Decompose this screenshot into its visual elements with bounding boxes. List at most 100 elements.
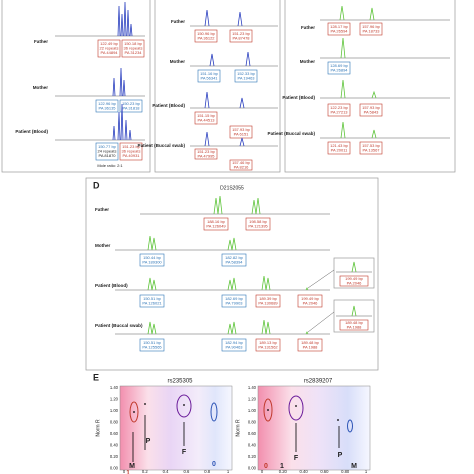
box-text: PA 189300 xyxy=(142,260,162,265)
box-text: PA 125565 xyxy=(142,345,162,350)
box-text: 128.17 bp xyxy=(330,24,349,29)
y-tick-label: 1.00 xyxy=(110,408,119,413)
box-text: 151.15 bp xyxy=(197,113,216,118)
box-text: PA 1988 xyxy=(303,345,319,350)
box-text: PA 58394 xyxy=(225,260,243,265)
y-tick-label: 1.00 xyxy=(248,408,257,413)
plot-title: rs235305 xyxy=(167,379,193,385)
marker: F xyxy=(294,455,299,462)
panel-frame xyxy=(1,0,151,173)
panel-d: D D21S2055 Father 188.16 bp PA 126049 19… xyxy=(85,177,379,371)
row-label: Patient (Buccal swab) xyxy=(268,131,316,136)
y-tick-label: 1.20 xyxy=(110,397,119,402)
box-text: 157.53 bp xyxy=(362,143,381,148)
box-text: 199.49 bp xyxy=(345,276,364,281)
box-text: PA 19463 xyxy=(237,76,255,81)
box-text: PA 131562 xyxy=(258,345,278,350)
box-text: PA 18733 xyxy=(362,29,380,34)
x-tick-label: 0 xyxy=(261,469,264,474)
box-text: PA 90463 xyxy=(225,345,243,350)
box-text: PA 126049 xyxy=(206,224,226,229)
box-text: 189.13 bp xyxy=(259,340,278,345)
marker: F xyxy=(182,449,187,456)
box-text: 150.18 bp xyxy=(124,41,143,46)
box-text: PA 56341 xyxy=(200,76,218,81)
box-text: 198.58 bp xyxy=(249,219,268,224)
row-label: Patient (Buccal swab) xyxy=(138,143,186,148)
row-label: Father xyxy=(95,207,109,212)
box-text: PA 44894 xyxy=(100,50,118,55)
box-text: PA 79903 xyxy=(225,301,243,306)
panel-b: Father 150.96 bp PA 36122 151.23 bp PA 8… xyxy=(138,0,281,173)
note: Mole ratio: 2:1 xyxy=(97,163,123,168)
box-text: PA 36122 xyxy=(197,36,215,41)
y-tick-label: 0.00 xyxy=(248,466,257,471)
marker: 0 xyxy=(264,463,268,470)
box-text: PA 20011 xyxy=(331,148,349,153)
panel-title: D21S2055 xyxy=(220,185,244,191)
row-label: Father xyxy=(171,19,185,24)
row-label: Mother xyxy=(300,59,316,64)
box-text: 199.49 bp xyxy=(301,296,320,301)
box-text: PA 130689 xyxy=(258,301,278,306)
box-text: 36 repeats xyxy=(124,46,143,51)
box-text: 150.77 bp xyxy=(98,144,117,149)
y-tick-label: 0.80 xyxy=(110,420,119,425)
tick-labels: 1.401.201.000.800.600.400.200.000 0.2 0.4 0… xyxy=(110,385,368,474)
marker: 1 xyxy=(126,471,130,474)
box-text: 36 repeats xyxy=(122,149,141,154)
x-tick-label: 0.4 xyxy=(163,469,169,474)
box-text: PA 8216 xyxy=(234,165,250,170)
box-text: PA 1988 xyxy=(347,325,363,330)
row-label: Patient (Buccal swab) xyxy=(95,323,143,328)
panel-e: E rs235305 M P F 0 1 Norm R rs2839207 0 … xyxy=(93,372,371,474)
row-label: Mother xyxy=(170,59,186,64)
box-text: 122.23 bp xyxy=(330,105,349,110)
box-text: 24 repeats xyxy=(98,149,117,154)
box-text: 151.23 bp xyxy=(232,31,251,36)
box-text: PA 26894 xyxy=(330,68,348,73)
box-text: PA 13567 xyxy=(362,148,380,153)
box-text: PA 6151 xyxy=(234,132,250,137)
box-text: 150.23 bp xyxy=(122,101,141,106)
row-label: Patient (Blood) xyxy=(95,283,128,288)
box-text: 188.16 bp xyxy=(207,219,226,224)
y-tick-label: 0.40 xyxy=(110,443,119,448)
inset xyxy=(333,299,375,333)
box-text: 128.69 bp xyxy=(330,63,349,68)
row-label: Mother xyxy=(33,85,49,90)
box-text: 157.46 bp xyxy=(232,160,251,165)
marker: P xyxy=(146,438,151,445)
box-text: 151.16 bp xyxy=(200,71,219,76)
y-tick-label: 0.60 xyxy=(248,431,257,436)
row-label: Mother xyxy=(95,243,111,248)
y-tick-label: 0.40 xyxy=(248,443,257,448)
marker: M xyxy=(351,463,357,470)
inset xyxy=(333,257,375,289)
box-text: 150.44 bp xyxy=(143,255,162,260)
box-text: 150.51 bp xyxy=(143,340,162,345)
box-text: PA 47995 xyxy=(197,154,215,159)
box-text: 157.96 bp xyxy=(362,24,381,29)
y-tick-label: 0.80 xyxy=(248,420,257,425)
box-text: 157.93 bp xyxy=(362,105,381,110)
y-axis-label: Norm R xyxy=(235,419,241,437)
y-tick-label: 1.40 xyxy=(248,385,257,390)
box-text: 152.33 bp xyxy=(237,71,256,76)
box-text: 122.96 bp xyxy=(98,101,117,106)
x-tick-label: 0.2 xyxy=(142,469,148,474)
x-tick-label: 0.40 xyxy=(300,469,309,474)
box-text: 151.23 bp xyxy=(122,144,141,149)
panel-c: Father 128.17 bp PA 26594 157.96 bp PA 1… xyxy=(268,0,456,173)
row-label: Patient (Blood) xyxy=(152,103,185,108)
box-text: 150.51 bp xyxy=(143,296,162,301)
x-tick-label: 1 xyxy=(365,469,368,474)
box-text: 189.39 bp xyxy=(259,296,278,301)
box-text: 189.48 bp xyxy=(345,320,364,325)
box-text: 182.94 bp xyxy=(225,340,244,345)
y-tick-label: 0.00 xyxy=(110,466,119,471)
marker: P xyxy=(338,452,343,459)
box-text: PA 126021 xyxy=(142,301,162,306)
marker: M xyxy=(129,463,135,470)
